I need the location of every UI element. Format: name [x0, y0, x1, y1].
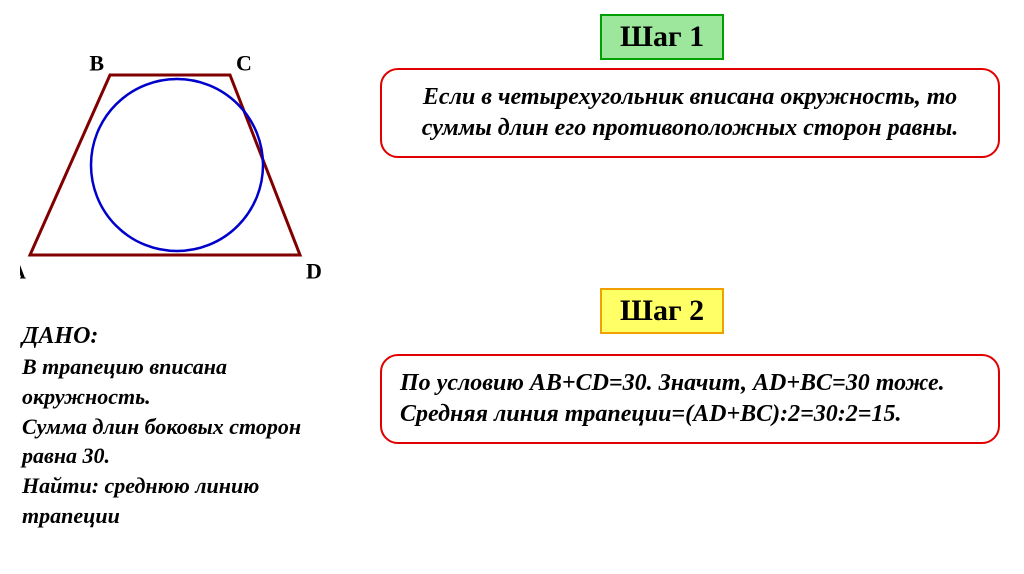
diagram-svg: A B C D: [20, 50, 340, 280]
solution-box: По условию AB+CD=30. Значит, AD+BC=30 то…: [380, 354, 1000, 444]
step2-badge: Шаг 2: [600, 288, 724, 334]
theorem-box: Если в четырехугольник вписана окружност…: [380, 68, 1000, 158]
solution-line1: По условию AB+CD=30. Значит, AD+BC=30 то…: [400, 368, 980, 399]
vertex-label-C: C: [236, 51, 252, 76]
solution-line2: Средняя линия трапеции=(AD+BC):2=30:2=15…: [400, 399, 980, 430]
given-line3: Найти: среднюю линию трапеции: [22, 471, 352, 530]
given-line1: В трапецию вписана окружность.: [22, 352, 352, 411]
step1-badge: Шаг 1: [600, 14, 724, 60]
given-line2: Сумма длин боковых сторон равна 30.: [22, 412, 352, 471]
vertex-label-D: D: [306, 259, 322, 280]
vertex-label-A: A: [20, 259, 26, 280]
given-title: ДАНО:: [22, 320, 352, 352]
given-block: ДАНО: В трапецию вписана окружность. Сум…: [22, 320, 352, 531]
vertex-label-B: B: [89, 51, 104, 76]
trapezoid-diagram: A B C D: [20, 50, 340, 280]
